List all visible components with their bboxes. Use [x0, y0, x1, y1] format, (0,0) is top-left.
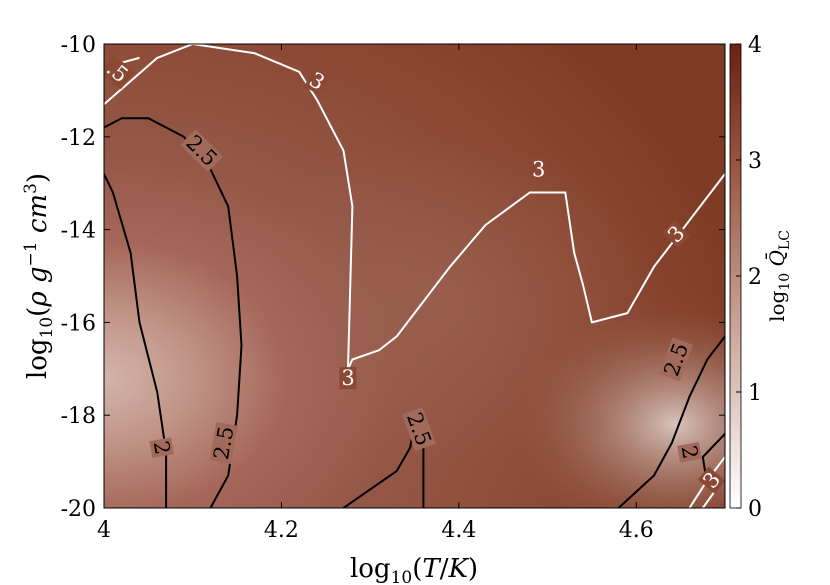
- contour-label-bg: [180, 129, 224, 173]
- y-axis-label: log10(ρ g−1 cm3): [21, 173, 57, 379]
- x-tick-label: 4: [97, 518, 111, 543]
- contour-label-bg: [304, 67, 330, 95]
- y-tick-label: -18: [61, 404, 96, 429]
- contour-label-text: 3: [341, 366, 354, 390]
- contour-label-5: 2: [677, 442, 703, 463]
- y-tick-label: -12: [61, 126, 96, 151]
- x-tick-label: 4.6: [619, 518, 654, 543]
- colorbar-ticks: 0 1 2 3 4: [736, 33, 762, 522]
- contour-label-text: 2: [677, 444, 703, 461]
- x-tick-label: 4.4: [441, 518, 476, 543]
- x-axis-label: log10(T/K): [350, 554, 478, 585]
- y-tick-label: -20: [61, 497, 96, 522]
- x-axis-ticks: 4 4.2 4.4 4.6: [97, 44, 654, 543]
- contour-label-bg: [530, 158, 548, 181]
- contour-label-bg: [149, 437, 175, 458]
- contour-label-text: 2.5: [209, 424, 238, 461]
- colorbar-tick-label: 2: [748, 265, 762, 290]
- contour-label-0: 2: [149, 437, 175, 458]
- colorbar-tick-label: 4: [748, 33, 762, 58]
- contour-label-bg: [677, 442, 702, 463]
- colorbar-tick-label: 3: [748, 149, 762, 174]
- contour-line-3: [617, 335, 725, 508]
- contour-line-5: [104, 44, 725, 370]
- colorbar-tick-label: 1: [748, 381, 762, 406]
- contour-label-bg: [659, 337, 694, 382]
- y-axis-ticks: -10 -12 -14 -16 -18 -20: [61, 33, 725, 522]
- contour-label-7: 3: [339, 366, 357, 390]
- contour-label-bg: [697, 466, 725, 494]
- contour-label-2: 2.5: [180, 129, 224, 173]
- contour-label-bg: [401, 407, 436, 452]
- contour-label-text: 2: [149, 439, 175, 456]
- y-tick-label: -16: [61, 311, 96, 336]
- contour-label-8: 3: [530, 157, 548, 181]
- contour-label-bg: [209, 421, 239, 465]
- contour-label-text: 3: [532, 157, 545, 181]
- contour-label-1: 2.5: [209, 421, 239, 465]
- contour-label-bg: [339, 367, 357, 390]
- x-tick-label: 4.2: [264, 518, 299, 543]
- colorbar-tick-label: 0: [748, 497, 762, 522]
- plot-frame: [103, 43, 726, 509]
- contour-label-bg: [662, 220, 690, 248]
- colorbar-label: log10 Q̄LC: [764, 230, 793, 322]
- y-tick-label: -10: [61, 33, 96, 58]
- contour-label-bg: [104, 54, 136, 90]
- y-tick-label: -14: [61, 219, 96, 244]
